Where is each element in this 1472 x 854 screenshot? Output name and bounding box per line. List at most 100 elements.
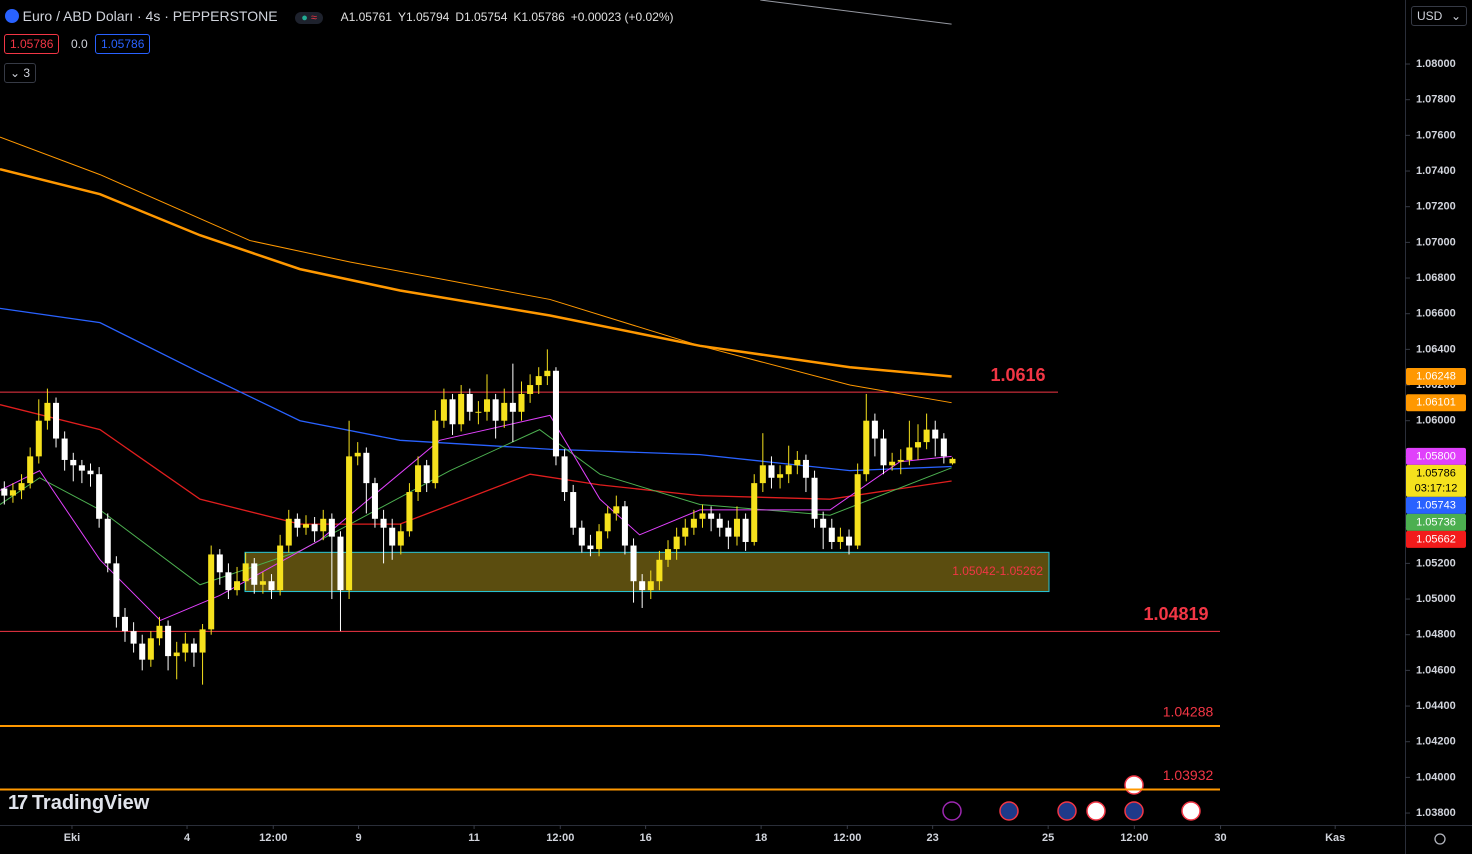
x-tick-label: 9 [356, 832, 362, 844]
candle-body [544, 370, 551, 377]
price-badge-label: 1.05786 [1416, 467, 1456, 479]
candle-body [578, 527, 585, 546]
candle-body [492, 399, 499, 421]
candle-body [380, 518, 387, 528]
candle-body [923, 429, 930, 443]
candle-body [949, 458, 956, 464]
candle-body [18, 483, 25, 491]
candle-body [742, 518, 749, 542]
candle-body [708, 513, 715, 519]
candle-body [406, 492, 413, 532]
symbol-title[interactable]: Euro / ABD Doları · 4s · PEPPERSTONE [22, 8, 278, 24]
ohlc-value: +0.00023 (+0.02%) [570, 10, 674, 24]
candle-body [940, 438, 947, 457]
candle-body [259, 581, 266, 585]
candle-body [27, 456, 34, 484]
y-tick-label: 1.04800 [1416, 629, 1456, 641]
x-tick-label: Kas [1325, 832, 1345, 844]
candle-body [371, 483, 378, 519]
candle-body [44, 402, 51, 421]
level-label: 1.03932 [1163, 767, 1214, 783]
candle-body [613, 506, 620, 514]
spread: 0.0 [71, 37, 88, 51]
candle-body [87, 470, 94, 475]
candle-body [182, 643, 189, 653]
candle-body [501, 402, 508, 421]
x-tick-label: 12:00 [1120, 832, 1148, 844]
candle-body [665, 549, 672, 560]
candle-body [587, 545, 594, 550]
ohlc-value: D1.05754 [455, 10, 508, 24]
price-badge [1406, 367, 1466, 385]
sell-button[interactable]: 1.05786 [4, 34, 60, 54]
candle-body [156, 625, 163, 639]
candle-body [656, 559, 663, 582]
level-label: 1.04819 [1143, 604, 1208, 624]
candle-body [242, 563, 249, 582]
x-tick-label: 23 [927, 832, 939, 844]
candle-body [561, 456, 568, 493]
y-tick-label: 1.07000 [1416, 236, 1456, 248]
candle-body [639, 581, 646, 591]
candle-body [225, 572, 232, 591]
moving-average [0, 168, 952, 378]
price-badge [1406, 464, 1466, 497]
price-badge [1406, 513, 1466, 531]
price-badge-label: 1.05662 [1416, 533, 1456, 545]
candle-body [78, 465, 85, 471]
candle-body [751, 483, 758, 542]
price-badge [1406, 447, 1466, 465]
candle-body [768, 465, 775, 478]
candle-body [673, 536, 680, 550]
zone-label: 1.05042-1.05262 [952, 564, 1043, 578]
indicators-toggle[interactable]: ⌄ 3 [4, 63, 37, 83]
candle-body [277, 545, 284, 591]
candle-body [104, 518, 111, 564]
candle-body [570, 492, 577, 528]
ohlc-values: A1.05761 Y1.05794 D1.05754 K1.05786 +0.00023… [341, 10, 680, 24]
symbol-info: Euro / ABD Doları · 4s · PEPPERSTONE ● ≈… [5, 8, 680, 24]
y-tick-label: 1.07400 [1416, 165, 1456, 177]
candle-body [458, 393, 465, 425]
candle-body [9, 490, 16, 496]
price-badge-label: 1.05736 [1416, 516, 1456, 528]
currency: USD [1417, 9, 1443, 23]
price-badge [1406, 530, 1466, 548]
candle-body [337, 536, 344, 591]
candle-body [621, 506, 628, 546]
price-badge [1406, 394, 1466, 412]
x-tick-label: 12:00 [833, 832, 861, 844]
candle-body [190, 643, 197, 653]
y-tick-label: 1.04400 [1416, 700, 1456, 712]
y-tick-label: 1.06800 [1416, 272, 1456, 284]
candle-body [914, 442, 922, 448]
y-tick-label: 1.07200 [1416, 201, 1456, 213]
price-badge-label: 1.05743 [1416, 499, 1456, 511]
y-tick-label: 1.04600 [1416, 664, 1456, 676]
candle-body [811, 477, 818, 519]
candle-body [53, 402, 60, 439]
ohlc-value: A1.05761 [340, 10, 392, 24]
candle-body [449, 399, 456, 425]
y-tick-label: 1.05200 [1416, 557, 1456, 569]
logo-text: TradingView [31, 792, 150, 814]
currency-select[interactable]: USD ⌄ [1411, 6, 1467, 26]
level-label: 1.04288 [1163, 704, 1214, 720]
candle-body [897, 459, 904, 462]
level-label: 1.0616 [990, 365, 1045, 385]
candle-body [871, 420, 878, 439]
x-tick-label: 4 [184, 832, 191, 844]
price-badge-label: 1.05800 [1416, 450, 1456, 462]
candle-body [208, 554, 215, 630]
plot-area [0, 0, 1220, 791]
buy-button[interactable]: 1.05786 [95, 34, 151, 54]
ohlc-value: K1.05786 [513, 10, 565, 24]
ohlc-value: Y1.05794 [397, 10, 450, 24]
x-tick-label: 30 [1214, 832, 1226, 844]
x-tick-label: 18 [755, 832, 767, 844]
candle-body [854, 474, 861, 546]
candle-body [466, 393, 473, 412]
x-tick-label: Eki [64, 832, 81, 844]
candle-body [604, 513, 611, 532]
